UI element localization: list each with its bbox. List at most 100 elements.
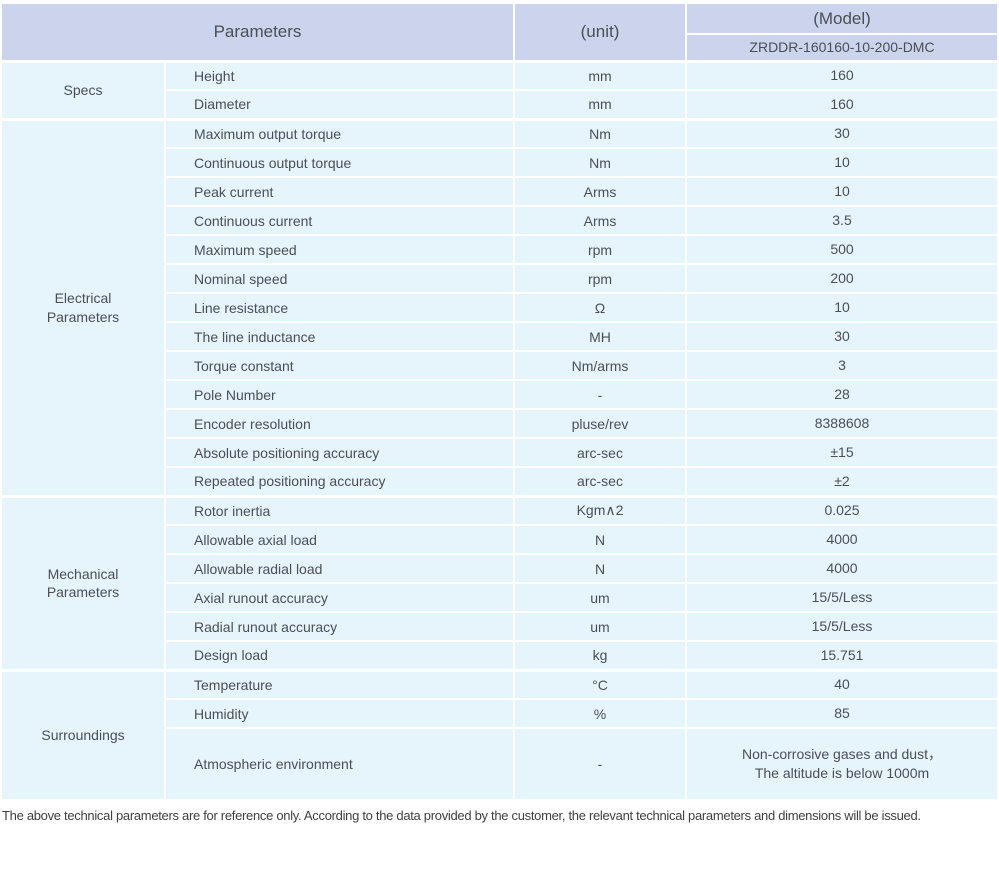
value-cell: 160 (685, 59, 999, 91)
header-model-number: ZRDDR-160160-10-200-DMC (685, 33, 999, 62)
parameter-name-cell: Diameter (164, 89, 515, 120)
parameter-name-cell: Height (164, 59, 515, 91)
unit-cell: Nm (513, 147, 687, 178)
value-cell: 28 (685, 379, 999, 410)
value-cell: 3 (685, 350, 999, 381)
unit-cell: N (513, 524, 687, 555)
header-parameters-label: Parameters (0, 2, 515, 62)
table-row: Design load kg 15.751 (1, 640, 999, 671)
table-row: Diameter mm 160 (1, 89, 999, 120)
table-row: Radial runout accuracy um 15/5/Less (1, 611, 999, 642)
value-cell: 4000 (685, 524, 999, 555)
parameter-name-cell: Absolute positioning accuracy (164, 437, 515, 468)
parameter-name-cell: Torque constant (164, 350, 515, 381)
parameter-name-cell: Humidity (164, 698, 515, 729)
unit-cell: Nm (513, 117, 687, 149)
unit-cell: arc-sec (513, 437, 687, 468)
value-cell: 200 (685, 263, 999, 294)
unit-cell: N (513, 553, 687, 584)
spec-table: Parameters (unit) (Model) ZRDDR-160160-1… (0, 2, 999, 801)
parameter-name-cell: Line resistance (164, 292, 515, 323)
value-cell: 40 (685, 668, 999, 700)
unit-cell: Arms (513, 176, 687, 207)
unit-cell: % (513, 698, 687, 729)
value-cell: 160 (685, 89, 999, 120)
unit-cell: mm (513, 59, 687, 91)
footer-note: The above technical parameters are for r… (2, 808, 921, 823)
spec-table-header: Parameters (unit) (Model) ZRDDR-160160-1… (0, 2, 999, 62)
spec-table-body: Specs Height mm 160 Diameter mm 160 Electrical … (0, 59, 999, 801)
unit-cell: - (513, 727, 687, 801)
table-row: Continuous output torque Nm 10 (1, 147, 999, 178)
table-row: The line inductance MH 30 (1, 321, 999, 352)
value-cell: 10 (685, 147, 999, 178)
table-row: Mechanical Parameters Rotor inertia Kgm∧2 0… (0, 494, 999, 671)
parameter-name-cell: Maximum output torque (164, 117, 515, 149)
unit-cell: MH (513, 321, 687, 352)
unit-cell: um (513, 611, 687, 642)
parameter-name-cell: Peak current (164, 176, 515, 207)
value-cell: 15/5/Less (685, 611, 999, 642)
unit-cell: rpm (513, 263, 687, 294)
table-row: Line resistance Ω 10 (1, 292, 999, 323)
parameter-name-cell: Allowable axial load (164, 524, 515, 555)
table-row: Electrical Parameters Maximum output torq… (0, 117, 999, 497)
parameter-name-cell: Axial runout accuracy (164, 582, 515, 613)
value-cell: 30 (685, 321, 999, 352)
table-row: Allowable radial load N 4000 (1, 553, 999, 584)
parameter-name-cell: Maximum speed (164, 234, 515, 265)
unit-cell: rpm (513, 234, 687, 265)
value-cell: 10 (685, 292, 999, 323)
group-label-cell: Specs (0, 59, 166, 120)
value-cell: 0.025 (685, 494, 999, 526)
value-cell: 10 (685, 176, 999, 207)
table-row: Torque constant Nm/arms 3 (1, 350, 999, 381)
parameter-name-cell: Atmospheric environment (164, 727, 515, 801)
table-row: Encoder resolution pluse/rev 8388608 (1, 408, 999, 439)
table-row: Surroundings Temperature °C 40 (0, 668, 999, 801)
unit-cell: pluse/rev (513, 408, 687, 439)
group-label-cell: Surroundings (0, 668, 166, 801)
parameter-name-cell: Allowable radial load (164, 553, 515, 584)
value-cell: 85 (685, 698, 999, 729)
parameter-name-cell: Temperature (164, 668, 515, 700)
parameter-name-cell: Rotor inertia (164, 494, 515, 526)
table-row: Pole Number -28 (1, 379, 999, 410)
table-row: Absolute positioning accuracy arc-sec ±15 (1, 437, 999, 468)
table-row: Humidity% 85 (1, 698, 999, 729)
header-unit-label: (unit) (513, 2, 687, 62)
unit-cell: um (513, 582, 687, 613)
value-cell: 8388608 (685, 408, 999, 439)
table-row: Specs Height mm 160 (0, 59, 999, 120)
value-cell: ±15 (685, 437, 999, 468)
table-row: Continuous current Arms 3.5 (1, 205, 999, 236)
parameter-name-cell: Nominal speed (164, 263, 515, 294)
unit-cell: arc-sec (513, 466, 687, 497)
unit-cell: Arms (513, 205, 687, 236)
table-row: Repeated positioning accuracy arc-sec ±2 (1, 466, 999, 497)
unit-cell: °C (513, 668, 687, 700)
parameter-name-cell: Design load (164, 640, 515, 671)
parameter-name-cell: Continuous output torque (164, 147, 515, 178)
unit-cell: - (513, 379, 687, 410)
table-row: Maximum speed rpm 500 (1, 234, 999, 265)
unit-cell: Ω (513, 292, 687, 323)
group-label-cell: Mechanical Parameters (0, 494, 166, 671)
value-cell: ±2 (685, 466, 999, 497)
table-row: Atmospheric environment - Non-corrosive ga… (1, 727, 999, 801)
table-row: Nominal speed rpm 200 (1, 263, 999, 294)
value-cell: 500 (685, 234, 999, 265)
unit-cell: Nm/arms (513, 350, 687, 381)
value-cell: 30 (685, 117, 999, 149)
parameter-name-cell: The line inductance (164, 321, 515, 352)
unit-cell: mm (513, 89, 687, 120)
unit-cell: kg (513, 640, 687, 671)
parameter-name-cell: Radial runout accuracy (164, 611, 515, 642)
group-label-cell: Electrical Parameters (0, 117, 166, 497)
table-row: Peak current Arms 10 (1, 176, 999, 207)
table-row: Axial runout accuracy um 15/5/Less (1, 582, 999, 613)
unit-cell: Kgm∧2 (513, 494, 687, 526)
parameter-name-cell: Pole Number (164, 379, 515, 410)
parameter-name-cell: Encoder resolution (164, 408, 515, 439)
